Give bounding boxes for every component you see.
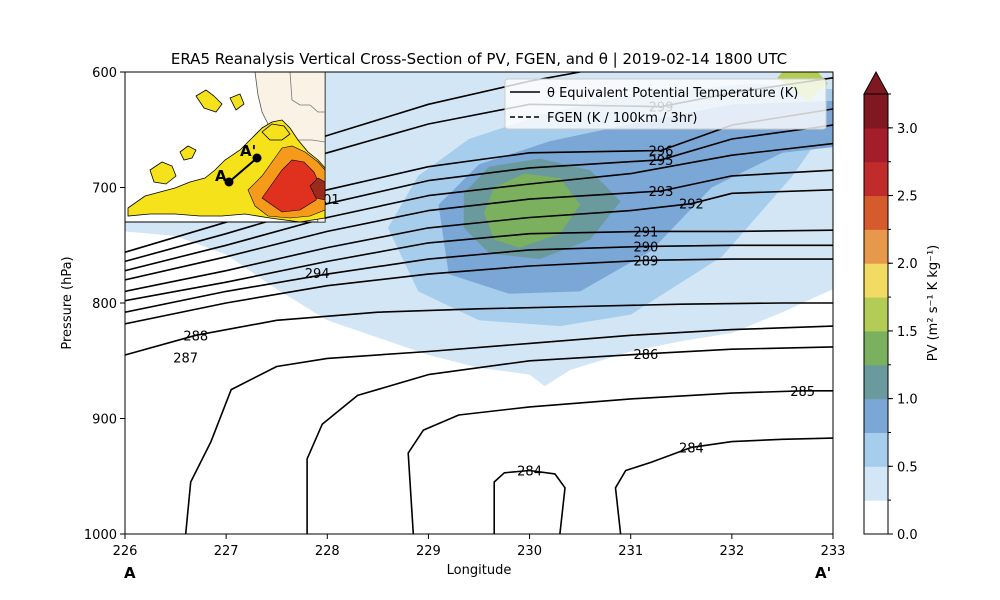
theta-contour-line [125, 142, 833, 272]
colorbar-segment [864, 500, 888, 535]
colorbar-segment [864, 161, 888, 197]
theta-contour-line [493, 469, 566, 534]
colorbar-label: PV (m² s⁻¹ K kg⁻¹) [926, 245, 941, 362]
theta-contour-line [184, 325, 833, 534]
theta-contour-line [614, 437, 833, 534]
theta-contour-label: 293 [649, 185, 674, 200]
colorbar-segment [864, 364, 888, 400]
theta-contour-line [125, 229, 833, 302]
theta-contour-label: 285 [790, 385, 815, 400]
theta-contour-line [125, 244, 833, 313]
section-end-label: A' [815, 564, 831, 582]
colorbar-segment [864, 195, 888, 230]
inset-section-line [228, 157, 258, 183]
y-tick-label: 600 [92, 66, 117, 81]
colorbar: 0.0 0.5 1.0 1.5 2.0 2.5 3.0 [863, 70, 918, 543]
inset-map: A A' [124, 71, 326, 223]
inset-fgen-field [149, 161, 177, 185]
theta-contour-label: 284 [517, 464, 542, 479]
theta-contour-line [125, 189, 833, 293]
colorbar-frame [863, 93, 889, 535]
x-tick-label: 230 [517, 544, 542, 559]
theta-contour-label: 296 [649, 145, 674, 160]
x-tick-label: 233 [821, 544, 846, 559]
y-tick-label: 700 [92, 182, 117, 197]
legend-box [504, 78, 827, 130]
theta-contour-line [125, 169, 833, 281]
theta-contour-label: 287 [173, 351, 198, 366]
colorbar-tick-label: 2.5 [897, 190, 918, 205]
theta-contour-label: 291 [633, 225, 658, 240]
inset-point-a-prime [252, 153, 262, 163]
y-axis: 600 700 800 900 1000 [84, 66, 125, 543]
colorbar-segment [864, 398, 888, 433]
colorbar-segment [864, 263, 888, 298]
inset-fgen-field [261, 123, 291, 141]
colorbar-tick-label: 0.0 [897, 528, 918, 543]
inset-label-a: A [215, 167, 227, 185]
theta-contour-label: 288 [183, 329, 208, 344]
chart-title: ERA5 Reanalysis Vertical Cross-Section o… [171, 50, 787, 68]
theta-contour-label: 286 [633, 348, 658, 363]
theta-contour-label: 294 [305, 267, 330, 282]
theta-contour-label: 289 [633, 254, 658, 269]
x-tick-label: 227 [214, 544, 239, 559]
theta-contour-line [125, 302, 833, 356]
inset-fgen-field [195, 89, 223, 113]
legend-label-theta: θ Equivalent Potential Temperature (K) [547, 86, 798, 101]
x-axis-label: Longitude [447, 563, 512, 578]
theta-contour-label: 295 [649, 154, 674, 169]
inset-point-a [224, 177, 234, 187]
inset-border [289, 72, 325, 113]
colorbar-segment [864, 94, 888, 129]
pv-region [484, 173, 581, 248]
colorbar-segment [864, 127, 888, 163]
x-tick-label: 226 [113, 544, 138, 559]
theta-contour-line [125, 124, 833, 263]
legend-label-fgen: FGEN (K / 100km / 3hr) [547, 111, 697, 126]
colorbar-tick-label: 2.0 [897, 257, 918, 272]
colorbar-segment [864, 432, 888, 467]
theta-contour-line [306, 346, 833, 534]
theta-contours [125, 72, 833, 534]
section-start-label: A [124, 564, 136, 582]
inset-fgen-field [229, 93, 245, 111]
x-tick-label: 232 [719, 544, 744, 559]
colorbar-tick-label: 0.5 [897, 460, 918, 475]
theta-contour-line [407, 390, 833, 534]
inset-border [296, 139, 325, 143]
colorbar-segment [864, 330, 888, 366]
y-tick-label: 1000 [84, 528, 117, 543]
inset-fgen-field [309, 177, 325, 201]
colorbar-segment [864, 297, 888, 332]
legend: θ Equivalent Potential Temperature (K) F… [504, 78, 827, 130]
x-tick-label: 228 [315, 544, 340, 559]
colorbar-tick-label: 1.0 [897, 393, 918, 408]
inset-fgen-field [179, 145, 197, 161]
colorbar-segment [864, 466, 888, 501]
theta-contour-label: 292 [679, 198, 704, 213]
theta-contour-label: 284 [679, 441, 704, 456]
x-tick-label: 229 [416, 544, 441, 559]
y-tick-label: 900 [92, 413, 117, 428]
colorbar-tick-label: 1.5 [897, 325, 918, 340]
colorbar-segment [864, 229, 888, 264]
inset-fgen-field [261, 159, 321, 213]
y-axis-label: Pressure (hPa) [60, 256, 75, 349]
theta-contour-label: 290 [633, 240, 658, 255]
colorbar-tick-label: 3.0 [897, 122, 918, 137]
x-axis: 226 227 228 229 230 231 232 233 [113, 534, 846, 559]
inset-label-a-prime: A' [240, 142, 256, 160]
y-tick-label: 800 [92, 297, 117, 312]
colorbar-extend-arrow [863, 70, 889, 95]
x-tick-label: 231 [618, 544, 643, 559]
theta-contour-line [125, 258, 833, 325]
